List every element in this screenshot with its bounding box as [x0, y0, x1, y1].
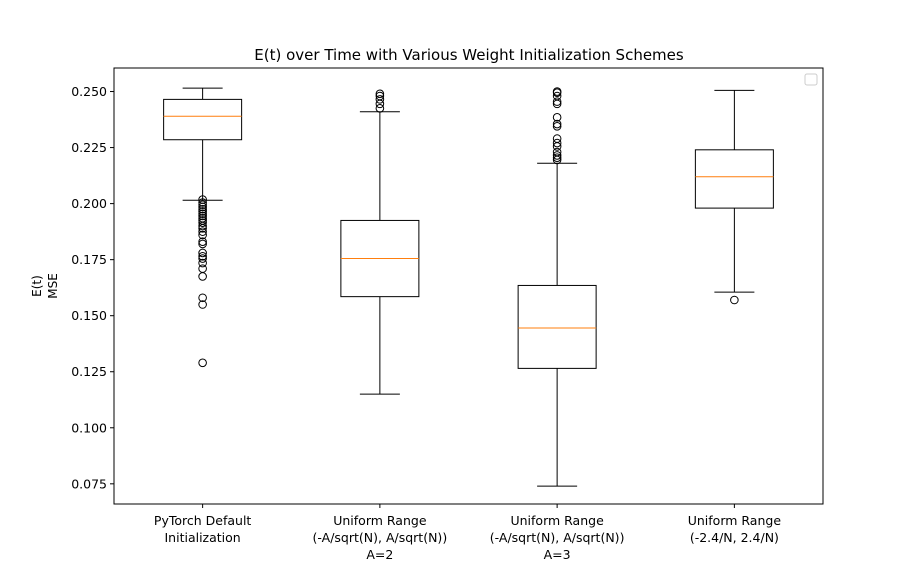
outlier-point	[552, 134, 562, 143]
outlier-point	[198, 258, 207, 268]
outlier-point	[552, 121, 562, 131]
y-axis-label-line: E(t)	[30, 275, 44, 297]
outlier-point	[730, 295, 739, 305]
x-tick-label: (-A/sqrt(N), A/sqrt(N))	[490, 530, 625, 545]
outlier-point	[198, 211, 207, 221]
outlier-point	[552, 87, 562, 96]
outlier-point	[552, 153, 562, 162]
outlier-point	[552, 138, 562, 148]
outlier-point	[552, 113, 562, 122]
outlier-point	[198, 223, 207, 233]
outlier-point	[198, 218, 207, 227]
outlier-point	[552, 97, 562, 106]
x-tick-label: A=3	[544, 547, 571, 562]
outlier-point	[552, 151, 562, 160]
outlier-point	[375, 89, 385, 99]
outlier-point	[198, 254, 207, 263]
outlier-point	[198, 202, 207, 212]
y-tick-label: 0.125	[71, 364, 107, 379]
y-tick-label: 0.250	[71, 84, 107, 99]
outlier-point	[198, 237, 207, 247]
x-tick-label: (-A/sqrt(N), A/sqrt(N))	[313, 530, 448, 545]
box-plot	[694, 89, 774, 305]
outlier-point	[198, 239, 207, 249]
x-tick-label: Initialization	[165, 530, 241, 545]
box-plot	[517, 87, 597, 487]
x-tick-label: Uniform Range	[688, 513, 782, 528]
x-axis: PyTorch Default Initialization Uniform Ran…	[154, 504, 781, 562]
y-axis-label-line: MSE	[46, 273, 60, 299]
iqr-box	[694, 149, 774, 209]
outlier-point	[198, 358, 207, 368]
x-tick-label: PyTorch Default	[154, 513, 251, 528]
outlier-point	[198, 204, 207, 214]
outlier-point	[375, 99, 385, 109]
outlier-point	[198, 198, 207, 207]
y-tick-label: 0.075	[71, 476, 107, 491]
iqr-box	[517, 284, 597, 369]
outlier-point	[198, 230, 207, 240]
box-plot-series	[163, 87, 774, 487]
y-tick-label: 0.175	[71, 252, 107, 267]
y-axis: 0.075 0.100 0.125 0.150 0.175 0.200 0.225 0.250	[71, 84, 114, 491]
outlier-point	[552, 91, 562, 101]
outlier-point	[375, 104, 385, 113]
y-tick-label: 0.100	[71, 420, 107, 435]
outlier-point	[552, 147, 562, 157]
outlier-point	[198, 293, 207, 303]
outlier-point	[198, 272, 207, 281]
legend-box	[804, 73, 818, 86]
outlier-point	[198, 207, 207, 216]
x-tick-label: Uniform Range	[510, 513, 604, 528]
x-tick-label: (-2.4/N, 2.4/N)	[690, 530, 779, 545]
outlier-point	[552, 119, 562, 129]
outlier-point	[375, 95, 385, 104]
outlier-point	[198, 300, 207, 309]
outlier-point	[198, 227, 207, 236]
x-tick-label: Uniform Range	[333, 513, 427, 528]
y-axis-label: E(t) MSE	[30, 273, 60, 299]
outlier-point	[198, 221, 207, 231]
outlier-point	[198, 264, 207, 273]
outlier-point	[375, 91, 385, 101]
outlier-point	[198, 251, 207, 261]
outlier-point	[198, 248, 207, 258]
iqr-box	[163, 98, 243, 141]
y-tick-label: 0.150	[71, 308, 107, 323]
box-plot	[163, 87, 243, 368]
x-tick-label: A=2	[366, 547, 393, 562]
outlier-point	[198, 209, 207, 219]
y-tick-label: 0.200	[71, 196, 107, 211]
y-tick-label: 0.225	[71, 140, 107, 155]
outlier-point	[198, 200, 207, 210]
chart-title: E(t) over Time with Various Weight Initi…	[254, 46, 684, 64]
plot-area-frame	[113, 67, 824, 505]
box-plot	[340, 89, 420, 395]
